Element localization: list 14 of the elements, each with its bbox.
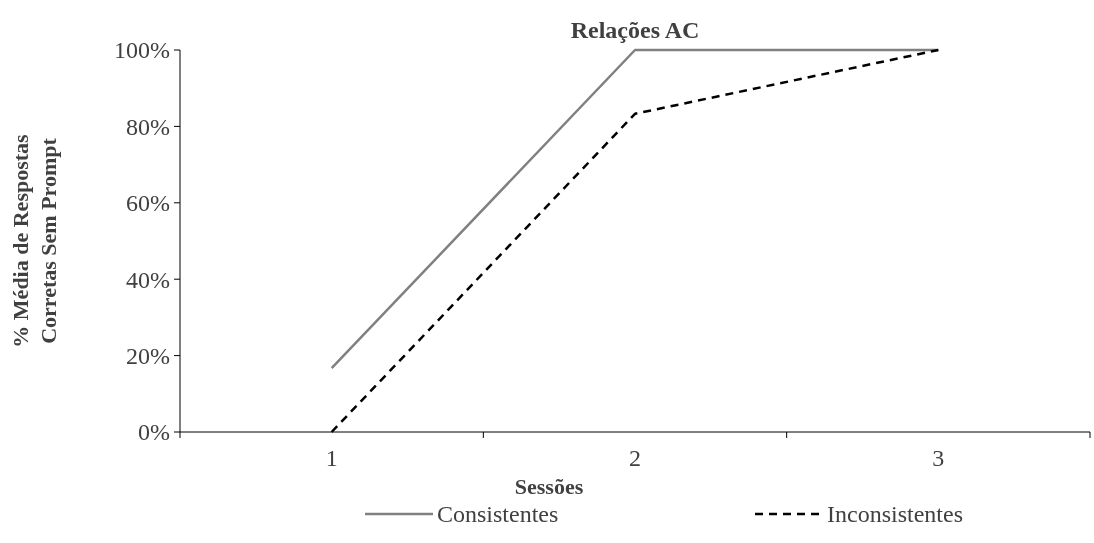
legend-label: Inconsistentes — [827, 501, 963, 527]
x-tick-label: 3 — [932, 445, 945, 471]
y-tick-label: 40% — [126, 266, 170, 293]
x-axis-title: Sessões — [514, 474, 584, 499]
y-tick-label: 60% — [126, 190, 170, 217]
y-tick-label: 100% — [114, 37, 170, 64]
x-tick-label: 2 — [629, 445, 641, 471]
x-tick-label: 1 — [325, 445, 338, 471]
y-tick-label: 0% — [138, 419, 170, 446]
chart-title: Relações AC — [570, 17, 700, 43]
y-tick-label: 80% — [126, 113, 170, 140]
legend-label: Consistentes — [437, 501, 559, 527]
y-axis-title: % Média de Respostas Corretas Sem Prompt — [8, 133, 61, 348]
y-tick-label: 20% — [126, 343, 170, 369]
